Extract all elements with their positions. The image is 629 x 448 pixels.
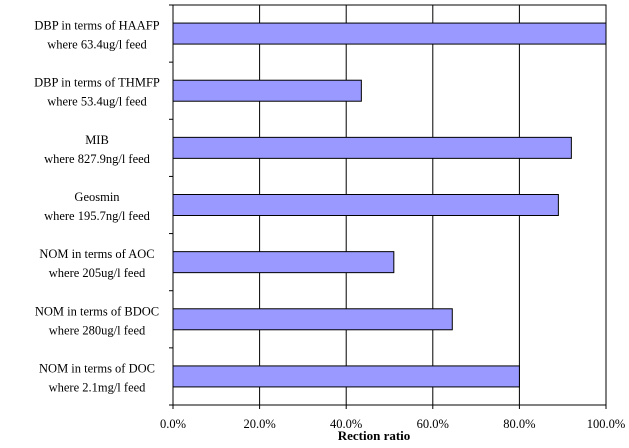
bar-3 <box>172 194 559 216</box>
category-label-line2: where 2.1mg/l feed <box>49 380 147 394</box>
category-label-line1: DBP in terms of HAAFP <box>34 19 159 33</box>
category-label-line2: where 280ug/l feed <box>49 323 146 337</box>
category-label-line1: MIB <box>85 133 109 147</box>
x-tick-label: 20.0% <box>243 417 275 431</box>
x-tick-label: 40.0% <box>330 417 362 431</box>
bar-0 <box>172 22 607 45</box>
bar-2 <box>172 136 572 159</box>
category-label-line2: where 827.9ng/l feed <box>44 152 151 166</box>
category-label-line2: where 63.4ug/l feed <box>47 38 147 52</box>
category-label-line1: Geosmin <box>74 190 120 204</box>
x-tick-label: 60.0% <box>417 417 449 431</box>
category-label-line2: where 53.4ug/l feed <box>47 95 147 109</box>
x-tick-label: 0.0% <box>160 417 186 431</box>
bar-5 <box>172 308 453 331</box>
labels: 0.0% 20.0% 40.0% 60.0% 80.0% 100.0% DBP in ter… <box>34 19 625 431</box>
axes <box>169 4 607 409</box>
category-label-line2: where 205ug/l feed <box>49 266 146 280</box>
category-label-line1: NOM in terms of BDOC <box>35 304 159 318</box>
bar-4 <box>172 251 395 274</box>
plot-frame <box>172 4 607 406</box>
category-label: Geosmin where 195.7ng/l feed <box>44 190 151 223</box>
category-label: MIB where 827.9ng/l feed <box>44 133 151 166</box>
bar-1 <box>172 79 362 102</box>
x-tick-label: 80.0% <box>503 417 535 431</box>
category-label: NOM in terms of BDOC where 280ug/l feed <box>35 304 159 337</box>
category-label: NOM in terms of AOC where 205ug/l feed <box>39 247 154 280</box>
category-label: DBP in terms of THMFP where 53.4ug/l feed <box>34 76 160 109</box>
bar-6 <box>172 365 520 388</box>
category-label: NOM in terms of DOC where 2.1mg/l feed <box>39 361 155 394</box>
category-label-line1: DBP in terms of THMFP <box>34 76 160 90</box>
bars <box>172 22 607 388</box>
category-label-line1: NOM in terms of AOC <box>39 247 154 261</box>
x-axis-title: Rection ratio <box>338 428 411 443</box>
category-label: DBP in terms of HAAFP where 63.4ug/l feed <box>34 19 159 52</box>
x-tick-label: 100.0% <box>587 417 626 431</box>
category-label-line2: where 195.7ng/l feed <box>44 209 151 223</box>
category-label-line1: NOM in terms of DOC <box>39 361 155 375</box>
